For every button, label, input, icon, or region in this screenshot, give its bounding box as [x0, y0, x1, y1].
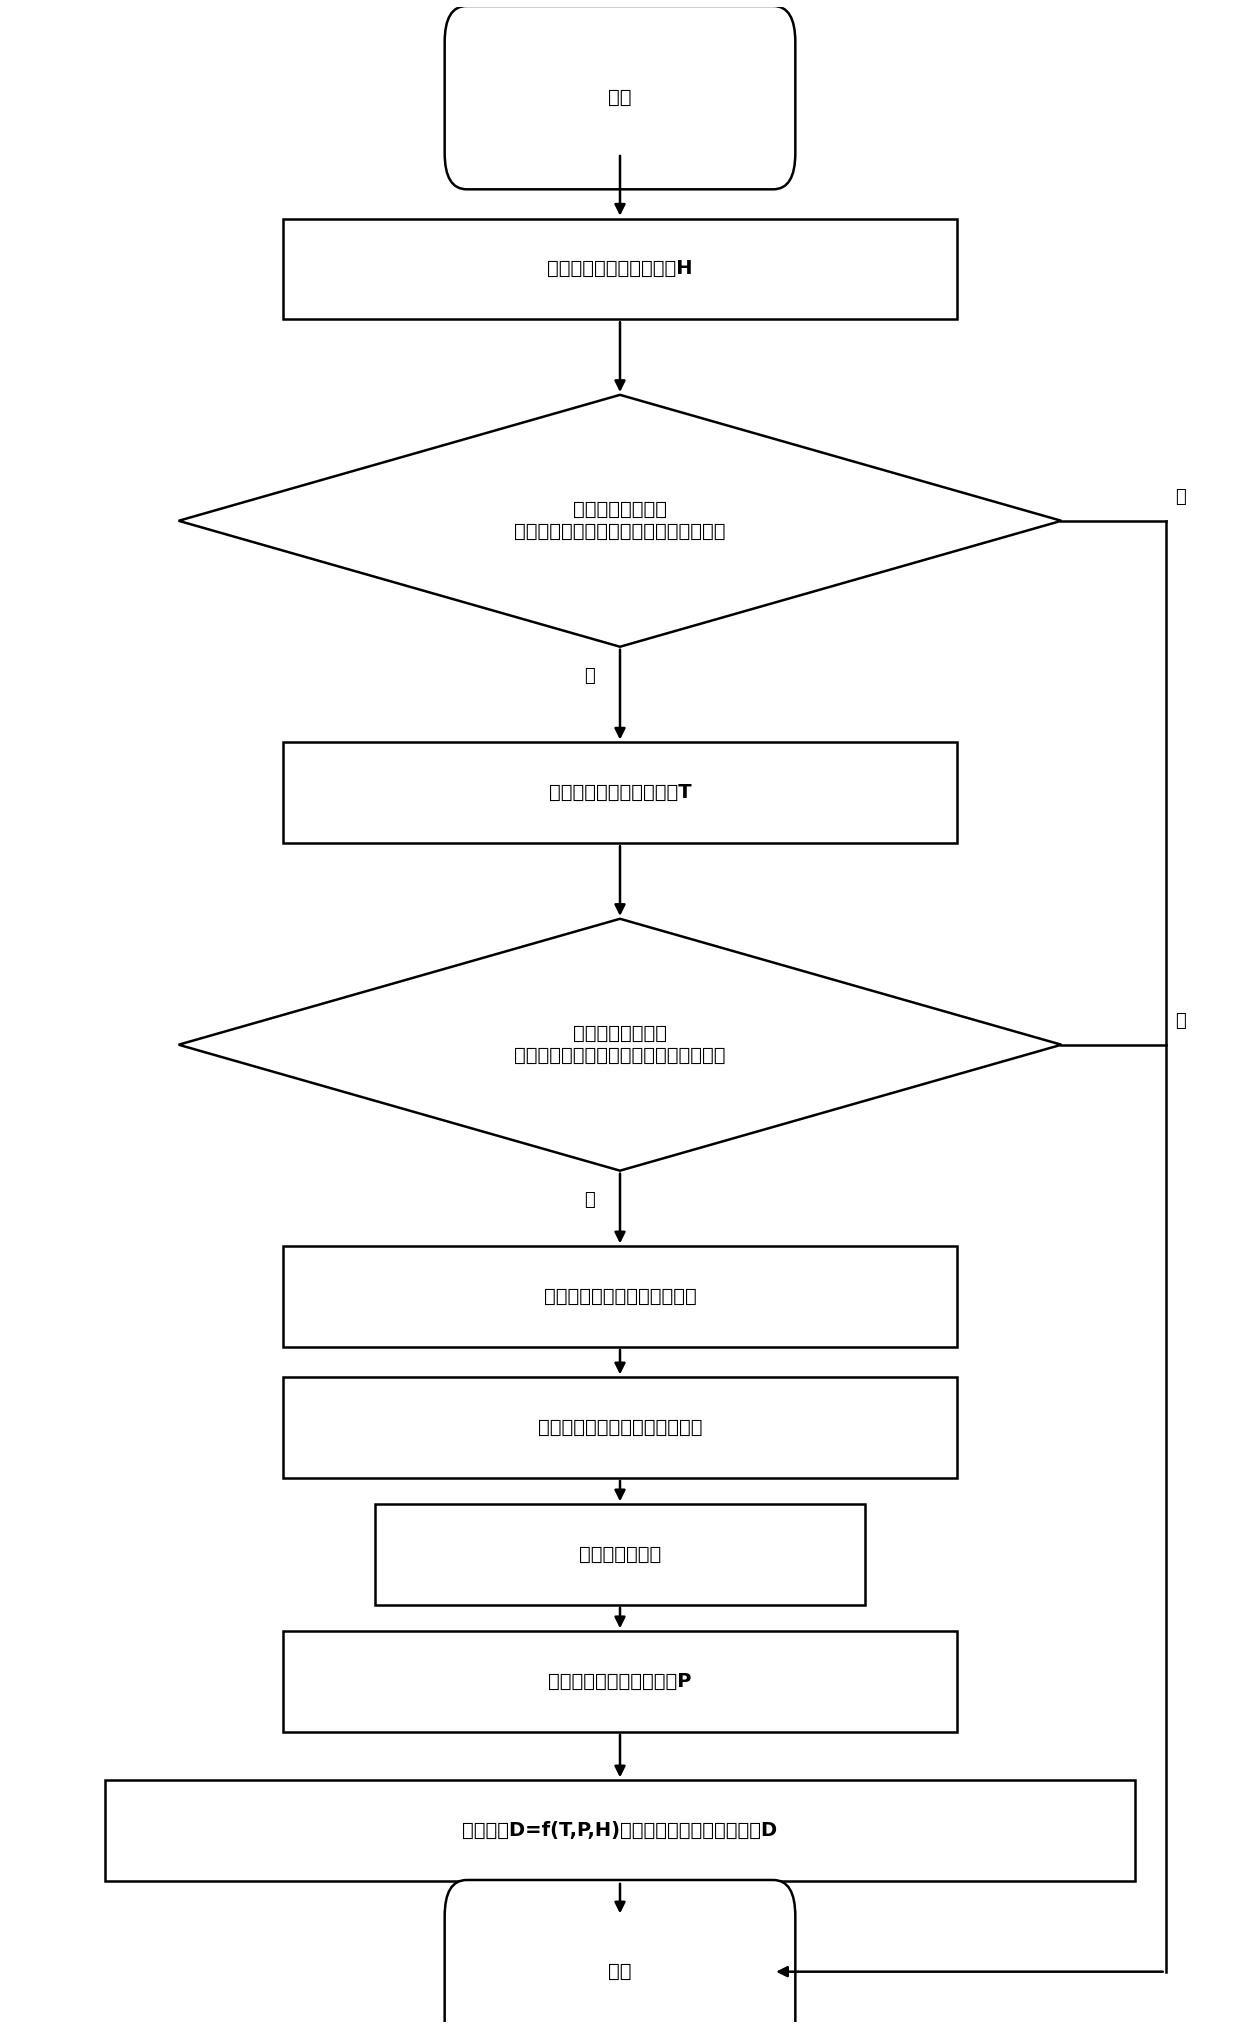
- Text: 是: 是: [584, 668, 595, 686]
- Text: 禂罐隔离阀和禂罐脱附阀关闭: 禂罐隔离阀和禂罐脱附阀关闭: [543, 1286, 697, 1307]
- Bar: [374, 1503, 866, 1605]
- Text: 否: 否: [1176, 1012, 1187, 1029]
- Text: 温度处于某一范围
且在一定时间内变化幅度小于某一设定値: 温度处于某一范围 且在一定时间内变化幅度小于某一设定値: [515, 1025, 725, 1065]
- FancyBboxPatch shape: [445, 6, 795, 189]
- Text: 液位处于某一范围
且在一定时间内变化幅度小于某一设定値: 液位处于某一范围 且在一定时间内变化幅度小于某一设定値: [515, 501, 725, 542]
- Polygon shape: [179, 919, 1061, 1171]
- Bar: [283, 1246, 957, 1347]
- Text: 压力传感器测得气体压力P: 压力传感器测得气体压力P: [548, 1672, 692, 1690]
- Bar: [283, 1631, 957, 1733]
- Text: 开始: 开始: [609, 87, 631, 108]
- Bar: [283, 743, 957, 844]
- Text: 真空泵隔离阀和禂罐通气阀开启: 真空泵隔离阀和禂罐通气阀开启: [538, 1418, 702, 1437]
- Text: 是: 是: [584, 1191, 595, 1209]
- Text: 液位传感器测得液位高度H: 液位传感器测得液位高度H: [547, 260, 693, 278]
- Polygon shape: [179, 396, 1061, 647]
- Text: 真空泵开始工作: 真空泵开始工作: [579, 1544, 661, 1564]
- Bar: [283, 219, 957, 319]
- Text: 通过函数D=f(T,P,H)计算出燃油筱泄漏孔的尺寸D: 通过函数D=f(T,P,H)计算出燃油筱泄漏孔的尺寸D: [463, 1822, 777, 1840]
- Text: 结束: 结束: [609, 1962, 631, 1980]
- Bar: [283, 1378, 957, 1477]
- FancyBboxPatch shape: [445, 1881, 795, 2029]
- Bar: [105, 1779, 1135, 1881]
- Text: 否: 否: [1176, 487, 1187, 505]
- Text: 温度传感器测得气体温度T: 温度传感器测得气体温度T: [548, 783, 692, 801]
